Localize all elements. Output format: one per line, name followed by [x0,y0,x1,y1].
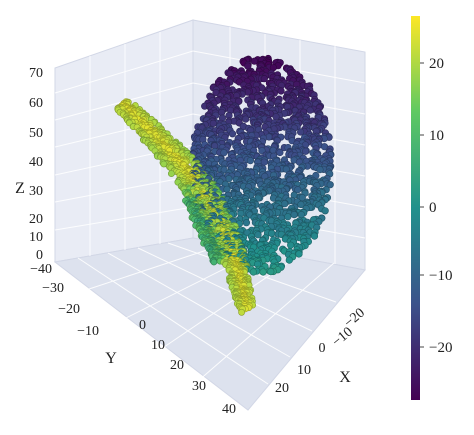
data-point [255,231,262,238]
data-point [224,186,231,193]
data-point [243,219,250,226]
y-tick-label: 10 [151,338,165,353]
data-point [317,166,324,173]
data-point [229,131,236,138]
y-tick-label: 40 [222,402,236,417]
colorbar-ticks [420,63,424,347]
data-point [268,268,275,275]
y-tick-label: 0 [139,318,146,333]
x-tick-label: 10 [297,363,311,378]
y-tick-label: −30 [42,281,64,296]
data-point [242,116,249,123]
data-point [291,211,298,218]
data-point [278,88,285,95]
z-tick-label: 50 [29,126,43,141]
data-point [287,242,294,249]
data-point [286,257,293,264]
z-tick-label: 60 [29,96,43,111]
colorbar [411,16,420,400]
y-tick-label: −40 [30,262,52,277]
data-point [260,269,267,276]
x-axis-label: X [339,369,351,386]
data-point [277,149,284,156]
z-axis-label: Z [15,180,25,197]
z-tick-label: 30 [29,184,43,199]
data-point [247,157,254,164]
colorbar-tick-label: 20 [429,56,444,72]
floor-pane [55,238,365,410]
data-point [296,251,303,258]
data-point [307,107,314,114]
colorbar-tick-label: 10 [429,128,444,144]
colorbar-tick-label: −20 [429,340,452,356]
data-point [250,269,257,276]
data-point [161,161,167,167]
y-tick-label: −20 [58,302,80,317]
x-tick-label: 0 [319,341,326,356]
data-point [239,309,245,315]
z-tick-label: 20 [29,212,43,227]
data-point [297,129,304,136]
x-tick-label: 20 [275,381,289,396]
data-point [302,148,309,155]
data-point [168,171,174,177]
z-tick-label: 40 [29,155,43,170]
y-tick-label: 20 [170,358,184,373]
data-point [261,75,268,82]
z-tick-label: 70 [29,66,43,81]
data-point [268,230,275,237]
data-point [210,120,217,127]
data-point [311,233,318,240]
z-tick-label: 0 [36,248,43,263]
data-point [298,211,305,218]
y-tick-label: 30 [192,379,206,394]
data-point [211,259,217,265]
z-tick-label: 10 [29,230,43,245]
data-point [285,213,292,220]
data-point [322,208,329,215]
colorbar-tick-label: 0 [429,200,437,216]
y-tick-label: −10 [77,324,99,339]
colorbar-tick-label: −10 [429,268,452,284]
y-axis-label: Y [105,350,117,367]
